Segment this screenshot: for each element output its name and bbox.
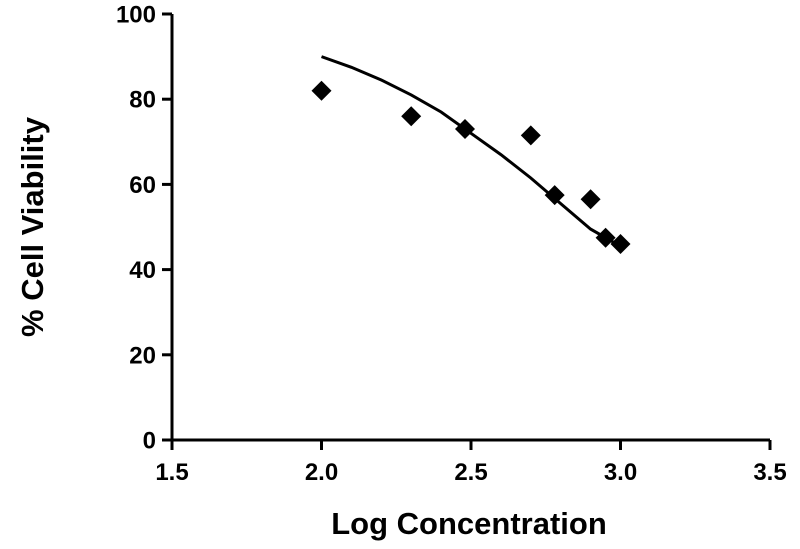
data-point-7 bbox=[595, 227, 616, 248]
x-tick-label: 1.5 bbox=[155, 459, 188, 486]
y-tick-label: 60 bbox=[129, 172, 156, 199]
data-point-6 bbox=[580, 189, 601, 210]
axes bbox=[170, 14, 770, 442]
y-tick-label: 100 bbox=[116, 2, 156, 29]
data-point-8 bbox=[610, 234, 631, 254]
y-tick-label: 0 bbox=[143, 428, 156, 455]
data-point-1 bbox=[311, 80, 332, 101]
x-tick-label: 3.0 bbox=[604, 459, 637, 486]
y-tick-label: 20 bbox=[129, 342, 156, 369]
data-point-3 bbox=[455, 119, 475, 139]
x-tick-label: 3.5 bbox=[753, 459, 786, 486]
x-axis-title: Log Concentration bbox=[331, 506, 607, 541]
x-tick-label: 2.5 bbox=[454, 459, 487, 486]
data-point-5 bbox=[544, 185, 565, 206]
y-tick-label: 40 bbox=[129, 257, 156, 284]
data-point-2 bbox=[401, 106, 422, 127]
x-ticks: 1.5 2.0 2.5 3.0 3.5 bbox=[155, 440, 787, 486]
data-point-4 bbox=[520, 125, 541, 146]
data-points bbox=[311, 80, 631, 254]
y-tick-label: 80 bbox=[129, 87, 156, 114]
x-tick-label: 2.0 bbox=[305, 459, 338, 486]
y-axis-title: % Cell Viability bbox=[15, 116, 50, 337]
fit-curve bbox=[320, 55, 622, 248]
y-ticks: 0 20 40 60 80 100 bbox=[116, 2, 172, 455]
